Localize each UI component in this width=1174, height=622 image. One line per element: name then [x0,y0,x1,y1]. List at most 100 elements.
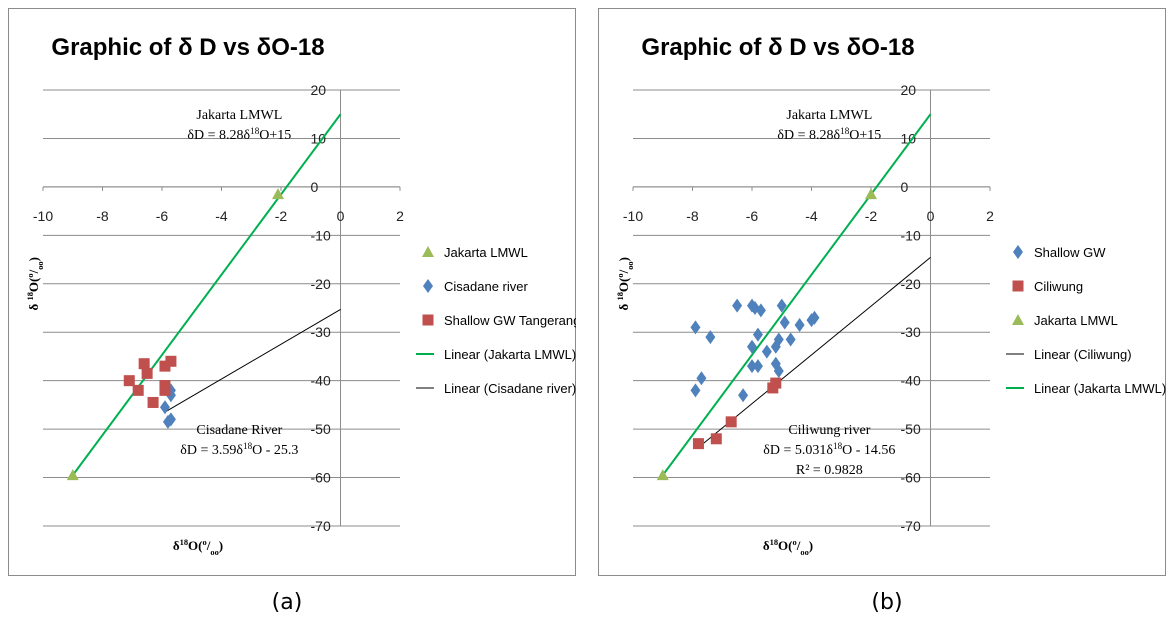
annotation-line: δD = 8.28δ18O+15 [187,126,291,143]
data-point-square [159,360,171,372]
legend-label: Cisadane river [444,279,528,294]
legend-marker-key [1012,314,1024,325]
data-point-square [141,367,153,379]
data-point-square [692,438,704,450]
annotation-line: Jakarta LMWL [196,108,282,123]
x-tick-label: -6 [746,208,759,224]
annotation-line: δD = 5.031δ18O - 14.56 [763,441,895,458]
x-tick-label: -2 [865,208,878,224]
x-tick-label: -6 [156,208,169,224]
legend-label: Linear (Ciliwung) [1034,347,1132,362]
y-tick-label: -30 [901,324,921,340]
data-point-diamond [761,344,772,359]
legend-marker-key [422,246,434,257]
chart-b-svg: Graphic of δ D vs δO-18-10 -8 -6 -4 -2 0 22010… [598,8,1166,576]
y-tick-label: 10 [311,130,327,146]
legend-marker-key [423,279,433,293]
data-point-diamond [779,315,790,330]
data-point-diamond [809,310,820,325]
caption-a: (a) [271,590,303,615]
x-tick-label: -2 [275,208,288,224]
legend-label: Linear (Cisadane river) [444,381,576,396]
data-point-diamond [690,320,701,335]
y-tick-label: -70 [311,518,331,534]
y-tick-label: -40 [311,373,331,389]
data-point-triangle [272,188,285,200]
trendline-1 [698,257,931,448]
data-point-diamond [794,317,805,332]
x-tick-label: -4 [215,208,228,224]
annotation-line: R² = 0.9828 [796,463,863,478]
data-point-square [725,416,737,428]
y-tick-label: -40 [901,373,921,389]
y-tick-label: 20 [311,82,327,98]
data-point-diamond [752,359,763,374]
chart-panel-b: Graphic of δ D vs δO-18 -10 -8 -6 -4 -2 0 2 20 10… [598,8,1166,576]
data-point-diamond [776,298,787,313]
legend-marker-key [1012,280,1024,292]
data-point-triangle [656,469,669,481]
legend-label: Linear (Jakarta LMWL) [444,347,576,362]
caption-b: (b) [871,590,903,615]
legend-marker-key [1013,245,1023,259]
data-point-square [132,384,144,396]
data-point-square [770,377,782,389]
y-tick-label: -10 [311,227,331,243]
y-tick-label: -60 [901,470,921,486]
x-tick-label: -8 [686,208,699,224]
x-axis-title: δ18O(o/oo) [173,537,223,557]
legend-label: Shallow GW Tangerang [444,313,576,328]
legend-label: Shallow GW [1034,245,1106,260]
legend-label: Ciliwung [1034,279,1083,294]
annotation-line: δD = 3.59δ18O - 25.3 [180,441,298,458]
data-point-square [165,355,177,367]
trendline-1 [71,113,342,476]
x-tick-label: -8 [96,208,109,224]
y-tick-label: -50 [311,421,331,437]
chart-frame [8,8,576,576]
data-point-square [138,358,150,370]
chart-frame [598,8,1166,576]
chart-a-svg: Graphic of δ D vs δO-18-10 -8 -6 -4 -2 0 22010… [8,8,576,576]
data-point-diamond [755,303,766,318]
y-tick-label: -30 [311,324,331,340]
y-tick-label: 0 [901,179,909,195]
data-point-triangle [865,188,877,200]
data-point-diamond [738,388,749,403]
data-point-diamond [705,330,716,345]
data-point-diamond [747,339,757,354]
data-point-triangle [66,469,79,481]
x-tick-label: -10 [33,208,53,224]
data-point-diamond [162,414,173,429]
y-tick-label: -20 [901,276,921,292]
data-point-square [123,375,135,387]
data-point-diamond [785,332,796,347]
legend-marker-key [422,314,434,326]
trendline-2 [661,113,932,476]
trendline-2 [164,309,341,413]
x-tick-label: 2 [396,208,404,224]
x-axis-title: δ18O(o/oo) [763,537,813,557]
annotation-line: Cisadane River [196,423,282,438]
data-point-diamond [752,327,763,342]
annotation-line: δD = 8.28δ18O+15 [777,126,881,143]
x-tick-label: 2 [986,208,994,224]
chart-panel-a: Graphic of δ D vs δO-18 -10 -8 -6 -4 -2 0 2 20 10… [8,8,576,576]
y-tick-label: -70 [901,518,921,534]
chart-title: Graphic of δ D vs δO-18 [641,34,914,61]
data-point-diamond [696,371,707,386]
y-tick-label: 0 [311,179,319,195]
data-point-square [147,396,159,408]
data-point-diamond [690,383,701,398]
data-point-diamond [747,359,757,374]
chart-title: Graphic of δ D vs δO-18 [51,34,324,61]
x-tick-label: 0 [927,208,935,224]
x-tick-label: -10 [623,208,643,224]
data-point-diamond [770,339,781,354]
annotation-line: Jakarta LMWL [786,108,872,123]
y-axis-title: δ 18O(o/oo) [615,257,635,311]
y-tick-label: 20 [901,82,917,98]
x-tick-label: 0 [337,208,345,224]
y-tick-label: 10 [901,130,917,146]
y-tick-label: -20 [311,276,331,292]
